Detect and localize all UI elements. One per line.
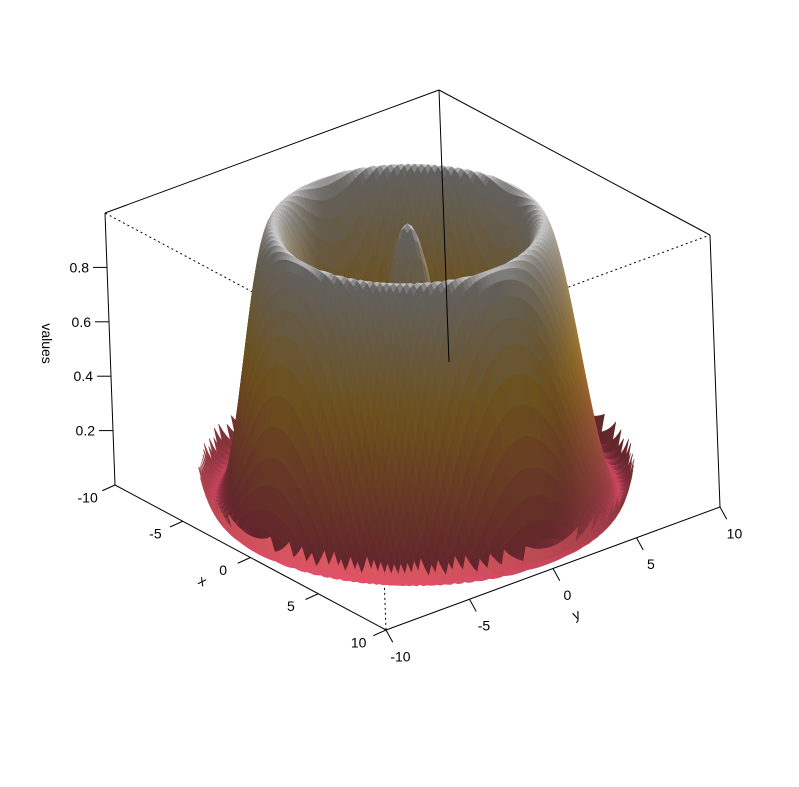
surface-mesh <box>198 163 635 587</box>
box-edge-hidden <box>375 234 711 359</box>
